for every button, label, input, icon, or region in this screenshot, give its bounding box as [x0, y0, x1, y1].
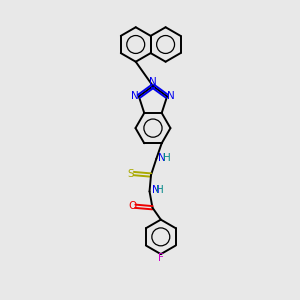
- Text: S: S: [128, 169, 134, 178]
- Text: N: N: [131, 91, 139, 101]
- Text: F: F: [158, 253, 164, 263]
- Text: N: N: [152, 185, 159, 195]
- Text: N: N: [149, 77, 157, 87]
- Text: N: N: [158, 152, 166, 163]
- Text: O: O: [128, 201, 136, 211]
- Text: H: H: [163, 152, 170, 163]
- Text: H: H: [156, 185, 164, 195]
- Text: N: N: [167, 91, 175, 101]
